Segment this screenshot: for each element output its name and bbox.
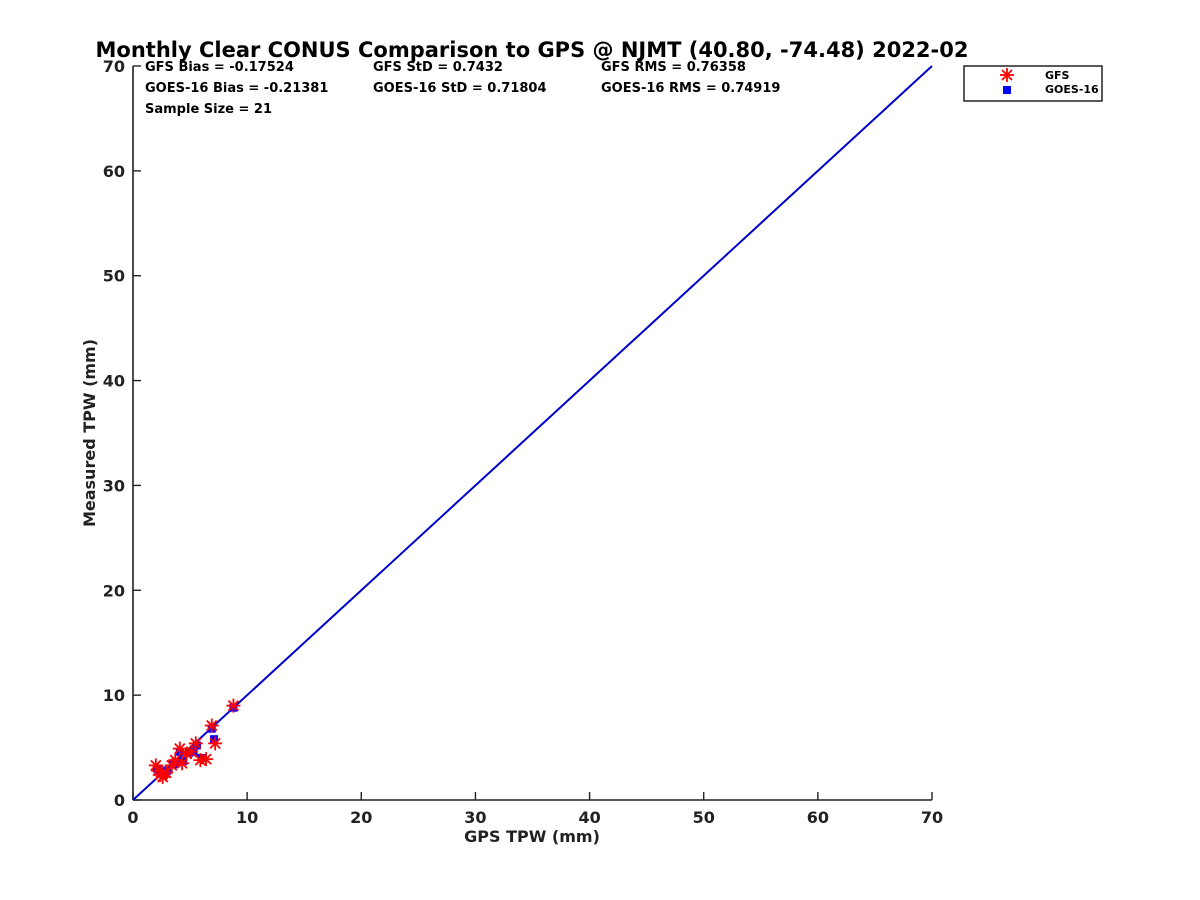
x-axis-label: GPS TPW (mm) <box>464 827 600 846</box>
x-tick-label: 70 <box>921 808 943 827</box>
x-tick-label: 20 <box>350 808 372 827</box>
stat-goes-std: GOES-16 StD = 0.71804 <box>373 81 547 96</box>
gfs-point <box>159 765 174 780</box>
x-tick-label: 10 <box>236 808 258 827</box>
legend-goes-label: GOES-16 <box>1045 83 1099 96</box>
legend-goes-marker <box>1003 86 1011 94</box>
x-tick-label: 60 <box>807 808 829 827</box>
x-tick-label: 40 <box>578 808 600 827</box>
y-tick-label: 20 <box>103 581 125 600</box>
stat-sample-size: Sample Size = 21 <box>145 102 272 117</box>
y-tick-label: 50 <box>103 267 125 286</box>
gfs-point <box>175 756 190 771</box>
reference-line <box>132 65 933 801</box>
series-gfs <box>148 698 241 784</box>
goes-16-point <box>210 735 219 744</box>
y-tick-label: 70 <box>103 57 125 76</box>
stat-gfs-bias: GFS Bias = -0.17524 <box>145 60 294 75</box>
stat-goes-rms: GOES-16 RMS = 0.74919 <box>601 81 780 96</box>
legend-box <box>963 65 1103 102</box>
gfs-point <box>208 736 223 751</box>
gfs-point <box>226 698 241 713</box>
stat-gfs-std: GFS StD = 0.7432 <box>373 60 503 75</box>
y-tick-label: 60 <box>103 162 125 181</box>
x-tick-label: 50 <box>693 808 715 827</box>
legend-gfs-marker <box>1000 68 1014 82</box>
gfs-point <box>199 752 214 767</box>
x-ticks: 0 10 20 30 40 50 60 70 <box>127 792 943 827</box>
gfs-point <box>204 718 219 733</box>
axes <box>132 66 932 801</box>
y-ticks: 0 10 20 30 40 50 60 70 <box>103 57 141 810</box>
gfs-point <box>184 744 199 759</box>
chart-title: Monthly Clear CONUS Comparison to GPS @ … <box>96 38 969 62</box>
y-tick-label: 10 <box>103 686 125 705</box>
legend-gfs-label: GFS <box>1045 69 1070 82</box>
y-tick-label: 40 <box>103 372 125 391</box>
y-tick-label: 30 <box>103 476 125 495</box>
gfs-point <box>188 736 203 751</box>
legend: GFS GOES-16 <box>963 65 1103 102</box>
x-tick-label: 0 <box>127 808 138 827</box>
stats-block: GFS Bias = -0.17524 GFS StD = 0.7432 GFS… <box>145 60 780 117</box>
y-axis-label: Measured TPW (mm) <box>80 339 99 527</box>
stat-gfs-rms: GFS RMS = 0.76358 <box>601 60 746 75</box>
y-tick-label: 0 <box>114 791 125 810</box>
stat-goes-bias: GOES-16 Bias = -0.21381 <box>145 81 328 96</box>
x-tick-label: 30 <box>464 808 486 827</box>
